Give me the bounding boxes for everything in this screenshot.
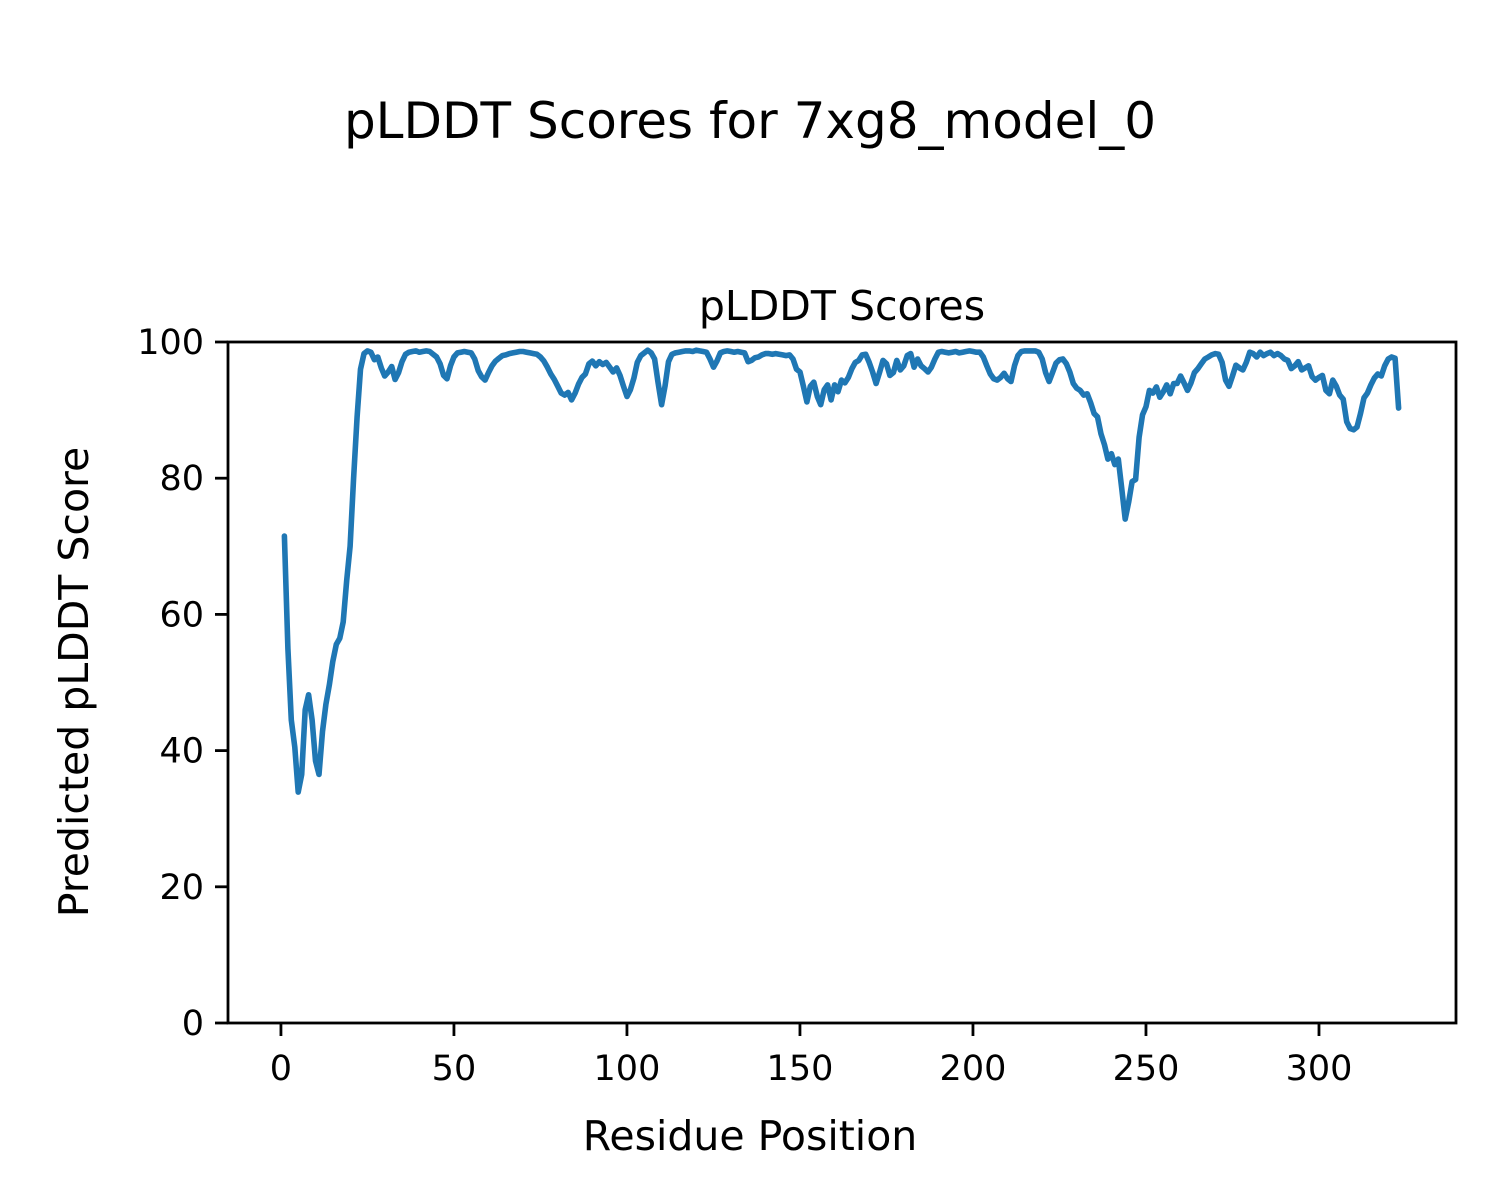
plddt-line-series xyxy=(281,347,1402,795)
x-tick-label: 250 xyxy=(1113,1049,1180,1089)
y-axis-label: Predicted pLDDT Score xyxy=(50,447,98,917)
x-axis-label: Residue Position xyxy=(583,1112,918,1160)
x-tick-label: 100 xyxy=(594,1049,661,1089)
x-tick-label: 150 xyxy=(767,1049,834,1089)
y-tick-label: 0 xyxy=(182,1004,204,1044)
x-tick-label: 50 xyxy=(432,1049,477,1089)
y-tick-label: 100 xyxy=(137,323,204,363)
x-tick-label: 0 xyxy=(270,1049,292,1089)
figure-title: pLDDT Scores for 7xg8_model_0 xyxy=(344,92,1156,150)
axis-ticks: 0 50 100 150 200 250 300 0 20 40 60 80 100 xyxy=(137,323,1352,1089)
x-tick-label: 200 xyxy=(940,1049,1007,1089)
y-tick-label: 60 xyxy=(159,595,204,635)
axes-title: pLDDT Scores xyxy=(699,282,985,330)
y-tick-label: 20 xyxy=(159,868,204,908)
y-tick-label: 40 xyxy=(159,732,204,772)
plot-frame xyxy=(226,340,1458,1025)
y-tick-label: 80 xyxy=(159,459,204,499)
x-tick-label: 300 xyxy=(1286,1049,1353,1089)
